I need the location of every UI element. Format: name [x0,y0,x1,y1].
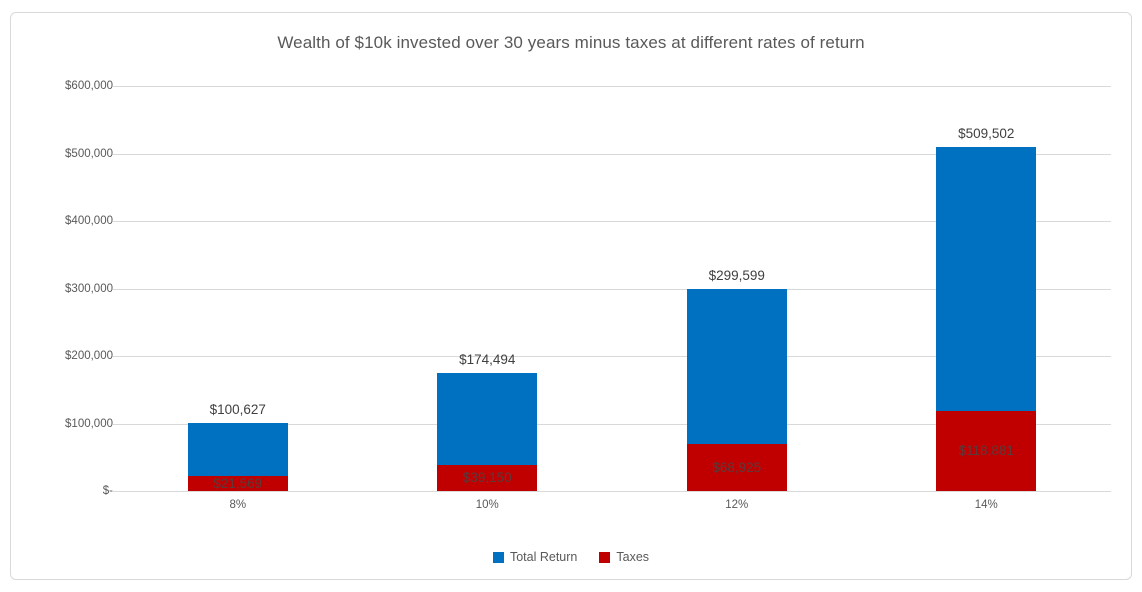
x-axis-category-label: 8% [229,499,247,511]
stacked-bar-10%: $174,494 $39,150 [437,352,538,491]
y-axis-tick-label: $500,000 [65,147,113,160]
taxes-data-label: $21,569 [213,476,263,492]
gridline [113,153,1111,155]
taxes-data-label: $68,925 [712,460,762,476]
y-axis-tick-label: $- [102,485,113,497]
legend-label: Total Return [509,550,578,564]
gridline [113,423,1111,425]
gridline [113,221,1111,223]
x-axis-category-label: 14% [974,499,998,511]
y-axis-tick-label: $100,000 [65,417,113,430]
y-axis-tick-label: $400,000 [65,215,113,227]
bar-slots: $100,627 $21,569 $174,494 $39,150 $299,599 $6… [113,86,1111,491]
y-axis-tick-label: $200,000 [65,350,113,362]
chart-title: Wealth of $10k invested over 30 years mi… [277,33,865,52]
taxes-segment[interactable]: $118,881 [936,410,1037,491]
taxes-segment[interactable]: $68,925 [686,444,787,491]
gridline [113,288,1111,290]
bar-slot-10%: $174,494 $39,150 [363,86,613,491]
y-axis-tick-label: $300,000 [65,282,113,295]
bar-total-label: $100,627 [209,402,266,418]
legend: Total Return Taxes [11,550,1131,564]
bar-total-label: $299,599 [708,267,765,283]
chart-frame: Wealth of $10k invested over 30 years mi… [10,12,1132,580]
total-return-segment[interactable] [187,423,288,477]
bar-total-label: $174,494 [459,352,516,368]
bar-slot-8%: $100,627 $21,569 [113,86,363,491]
stacked-bar-12%: $299,599 $68,925 [686,268,787,491]
legend-item-total-return[interactable]: Total Return [492,550,578,564]
legend-swatch-icon [599,551,611,563]
total-return-segment[interactable] [686,288,787,445]
x-axis: 8% 10% 12% 14% [113,499,1111,511]
stacked-bar-8%: $100,627 $21,569 [187,402,288,492]
bar-slot-12%: $299,599 $68,925 [612,86,862,491]
legend-item-taxes[interactable]: Taxes [599,550,649,564]
plot-area: $100,627 $21,569 $174,494 $39,150 $299,599 $6… [113,86,1111,492]
bar-total-label: $509,502 [958,126,1015,142]
gridline [113,491,1111,492]
gridline [113,86,1111,87]
taxes-segment[interactable]: $21,569 [187,476,288,492]
bar-slot-14%: $509,502 $118,881 [862,86,1112,491]
x-axis-category-label: 10% [475,499,499,511]
taxes-data-label: $39,150 [462,470,512,486]
legend-swatch-icon [492,551,504,563]
gridline [113,356,1111,358]
taxes-data-label: $118,881 [958,443,1014,459]
taxes-segment[interactable]: $39,150 [437,464,538,491]
stacked-bar-14%: $509,502 $118,881 [936,126,1037,491]
y-axis-tick-label: $600,000 [65,80,113,92]
legend-label: Taxes [616,550,650,564]
total-return-segment[interactable] [936,147,1037,411]
total-return-segment[interactable] [437,373,538,465]
x-axis-category-label: 12% [725,499,749,511]
